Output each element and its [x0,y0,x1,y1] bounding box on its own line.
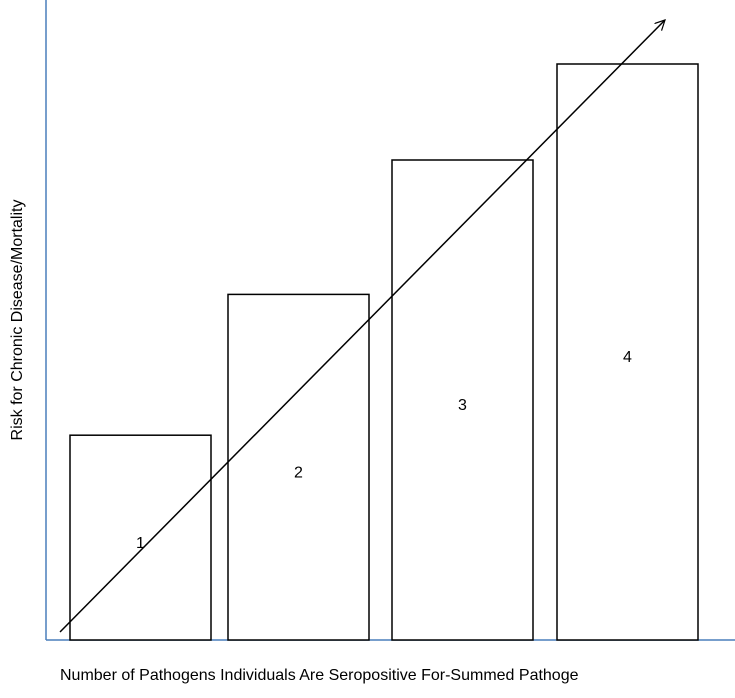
bars: 1 2 3 4 [69,63,699,641]
x-axis-label: Number of Pathogens Individuals Are Sero… [60,667,579,684]
bar-label: 3 [458,397,467,414]
bar [556,63,699,641]
bar-label: 1 [136,535,145,552]
bar [69,434,212,641]
bar-label: 4 [623,349,632,366]
y-axis-label: Risk for Chronic Disease/Mortality [9,200,26,441]
bar [227,293,370,641]
bar-label: 2 [294,464,303,481]
trend-arrow [59,20,665,633]
bar [391,159,534,641]
